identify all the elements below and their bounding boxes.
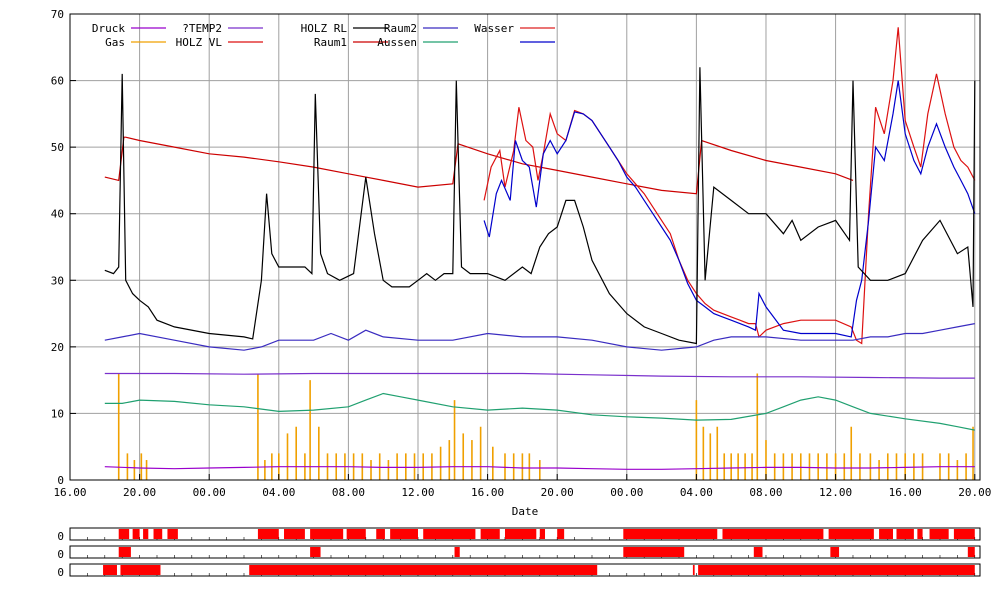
status-segment	[557, 529, 565, 539]
status-segment	[153, 529, 163, 539]
status-segment	[120, 565, 161, 575]
status-segment	[167, 529, 178, 539]
status-segment	[692, 565, 695, 575]
y-tick-label: 30	[51, 274, 64, 287]
axis-layer: 0 10 20 30 40 50 60 70 16.00 20.00 00.00 04.00 08.00…	[51, 8, 992, 499]
series-line	[104, 392, 975, 431]
x-tick-label: 16.00	[889, 486, 922, 499]
legend-label: ?TEMP2	[182, 22, 222, 35]
status-segment	[310, 547, 321, 557]
x-tick-label: 04.00	[262, 486, 295, 499]
legend-label: HOLZ VL	[176, 36, 223, 49]
status-segment	[623, 529, 718, 539]
y-tick-label: 10	[51, 407, 64, 420]
status-bar-label: 0	[57, 566, 64, 579]
status-segment	[623, 547, 685, 557]
status-segment	[953, 529, 975, 539]
y-tick-label: 50	[51, 141, 64, 154]
status-segment	[539, 529, 546, 539]
status-segment	[830, 547, 840, 557]
x-tick-label: 00.00	[193, 486, 226, 499]
x-axis-label: Date	[512, 505, 539, 518]
legend-label: Aussen	[377, 36, 417, 49]
x-tick-label: 08.00	[332, 486, 365, 499]
x-tick-label: 20.00	[958, 486, 991, 499]
y-tick-label: 0	[57, 474, 64, 487]
status-segment	[828, 529, 874, 539]
series-line	[483, 27, 976, 345]
legend-label: Wasser	[474, 22, 514, 35]
status-segment	[480, 529, 500, 539]
plot-frame	[69, 13, 981, 481]
legend-label: Gas	[105, 36, 125, 49]
status-segment	[376, 529, 385, 539]
grid-layer	[70, 14, 980, 480]
status-segment	[249, 565, 598, 575]
status-segment	[722, 529, 824, 539]
series-line	[104, 67, 976, 345]
status-segment	[143, 529, 149, 539]
series-line	[483, 80, 976, 338]
status-segment	[967, 547, 975, 557]
status-segment	[118, 529, 130, 539]
y-tick-label: 20	[51, 341, 64, 354]
status-bar-label: 0	[57, 530, 64, 543]
y-tick-label: 60	[51, 75, 64, 88]
status-segment	[454, 547, 460, 557]
x-tick-label: 16.00	[53, 486, 86, 499]
status-segment	[753, 547, 763, 557]
x-tick-label: 20.00	[541, 486, 574, 499]
x-tick-label: 04.00	[680, 486, 713, 499]
series-layer	[104, 27, 976, 480]
legend: Druck ?TEMP2 HOLZ RL Raum2 Wasser Gas HOLZ VL R…	[92, 22, 555, 49]
y-tick-label: 70	[51, 8, 64, 21]
status-segment	[346, 529, 366, 539]
status-segment	[896, 529, 914, 539]
x-tick-label: 20.00	[123, 486, 156, 499]
status-segment	[879, 529, 894, 539]
x-tick-label: 08.00	[749, 486, 782, 499]
legend-label: HOLZ RL	[301, 22, 348, 35]
status-segment	[390, 529, 418, 539]
status-bar-frame	[69, 545, 981, 559]
legend-label: Raum2	[384, 22, 417, 35]
status-segment	[103, 565, 117, 575]
status-bars: 0 0 0	[57, 527, 981, 579]
status-segment	[917, 529, 923, 539]
series-line	[104, 466, 975, 470]
legend-label: Raum1	[314, 36, 347, 49]
x-tick-label: 16.00	[471, 486, 504, 499]
series-line	[104, 372, 975, 379]
status-segment	[257, 529, 279, 539]
y-tick-label: 40	[51, 208, 64, 221]
status-segment	[118, 547, 131, 557]
status-segment	[698, 565, 975, 575]
x-tick-label: 00.00	[610, 486, 643, 499]
status-bar-label: 0	[57, 548, 64, 561]
status-segment	[132, 529, 140, 539]
status-segment	[310, 529, 344, 539]
series-line	[104, 136, 854, 195]
legend-label: Druck	[92, 22, 125, 35]
status-segment	[423, 529, 476, 539]
status-segment	[504, 529, 537, 539]
x-tick-label: 12.00	[819, 486, 852, 499]
status-segment	[929, 529, 949, 539]
x-tick-label: 12.00	[401, 486, 434, 499]
status-segment	[284, 529, 305, 539]
series-line	[104, 323, 975, 351]
